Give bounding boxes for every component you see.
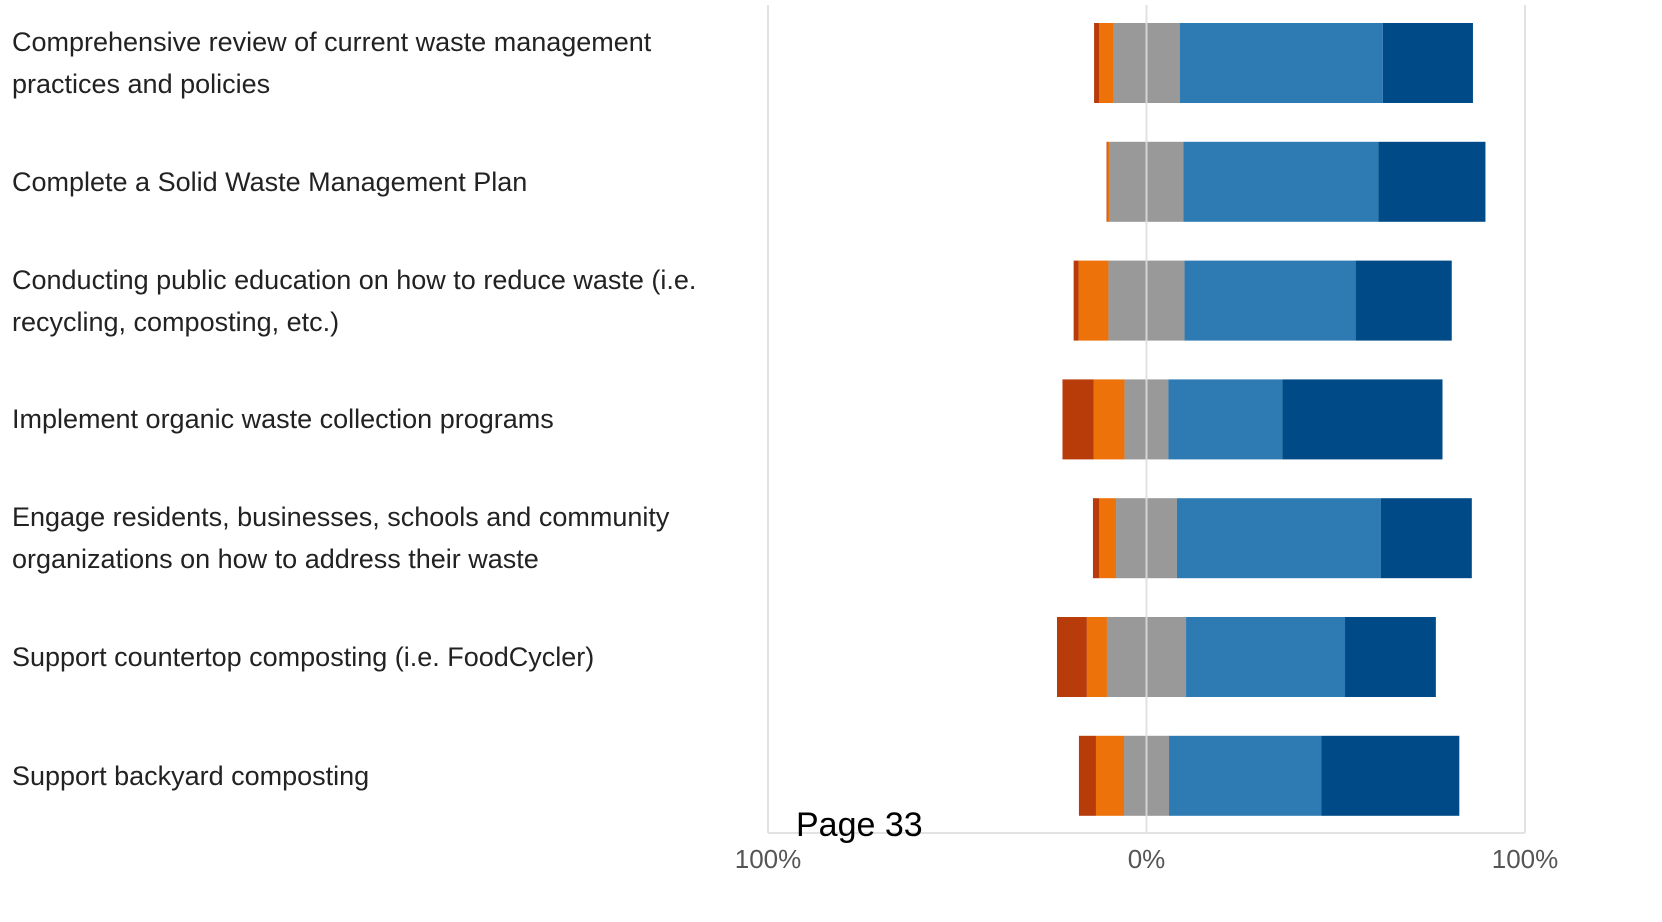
bar-segment <box>1092 498 1099 579</box>
bar-segment <box>1078 260 1109 341</box>
page-footer: Page 33 <box>796 806 923 844</box>
bar-segment <box>1184 260 1356 341</box>
bar-segment <box>1176 498 1381 579</box>
category-label: Complete a Solid Waste Management Plan <box>12 166 528 197</box>
bar-segment <box>1321 735 1460 816</box>
category-label: Support backyard composting <box>12 760 370 791</box>
category-label: Support countertop composting (i.e. Food… <box>12 642 595 672</box>
bar-segment <box>1355 260 1452 341</box>
bar-segment <box>1378 141 1486 222</box>
bar-segment <box>1282 379 1443 460</box>
bar-segment <box>1078 735 1096 816</box>
bar-segment <box>1095 735 1124 816</box>
bar-segment <box>1094 23 1099 103</box>
bar-segment <box>1186 617 1346 697</box>
bar-segment <box>1106 141 1108 222</box>
bar-segment <box>1098 498 1117 579</box>
bar-segment <box>1345 617 1436 697</box>
bar-segment <box>1093 379 1125 460</box>
bar-segment <box>1382 23 1473 103</box>
bar-segment <box>1073 260 1079 341</box>
bar-segment <box>1086 617 1107 697</box>
category-label: Conducting public education on how to re… <box>12 264 697 337</box>
x-tick-label: 100% <box>735 844 802 874</box>
bar-segment <box>1056 617 1087 697</box>
bar-segment <box>1183 141 1379 222</box>
category-label: Comprehensive review of current waste ma… <box>12 27 652 99</box>
bar-segment <box>1098 23 1114 103</box>
x-tick-label: 0% <box>1128 844 1166 874</box>
x-tick-label: 100% <box>1492 844 1559 874</box>
bar-segment <box>1169 735 1322 816</box>
category-label: Implement organic waste collection progr… <box>12 404 554 435</box>
bar-segment <box>1168 379 1283 460</box>
bar-segment <box>1107 141 1110 222</box>
bar-segment <box>1062 379 1094 460</box>
bar-segment <box>1380 498 1472 579</box>
category-label: Engage residents, businesses, schools an… <box>12 502 670 575</box>
bar-segment <box>1179 23 1383 103</box>
